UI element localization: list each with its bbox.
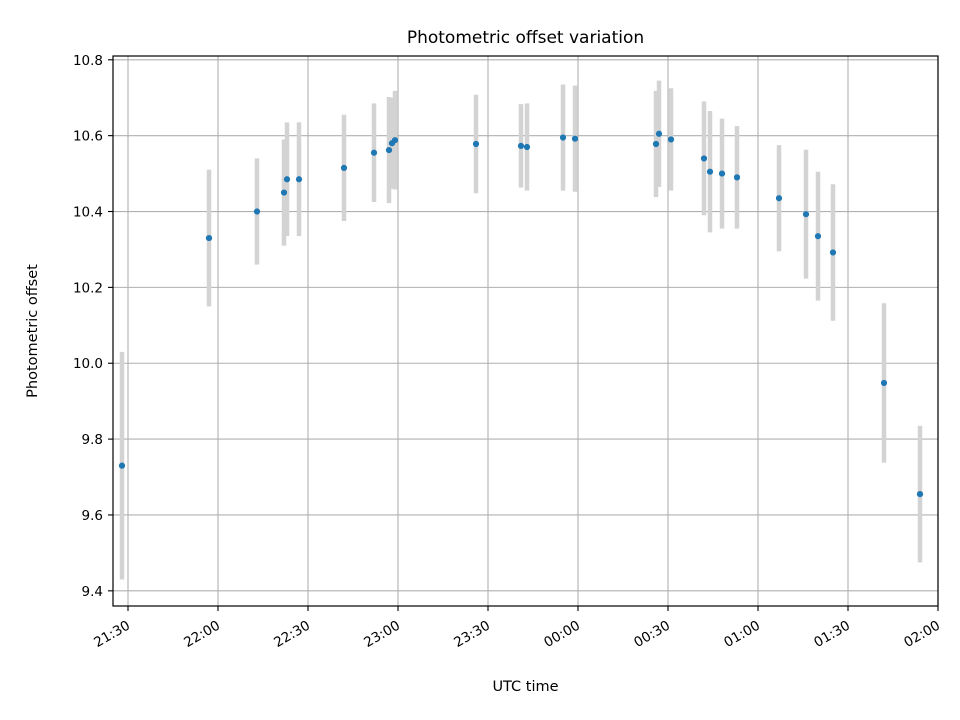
data-point: [283, 176, 291, 183]
data-point: [667, 136, 675, 143]
y-tick-label: 10.8: [73, 53, 103, 69]
data-point: [700, 155, 708, 162]
data-point: [655, 130, 663, 137]
data-point: [253, 208, 261, 215]
data-point: [370, 149, 378, 156]
plot-area-frame: [112, 55, 939, 607]
data-point: [802, 211, 810, 218]
data-point: [391, 137, 399, 144]
y-tick-label: 10.2: [73, 280, 103, 296]
y-tick-label: 9.8: [82, 432, 103, 448]
data-point: [880, 379, 888, 387]
data-point: [340, 164, 348, 171]
data-point: [718, 170, 726, 177]
data-point: [814, 233, 822, 240]
data-point: [652, 140, 660, 148]
data-point: [118, 462, 126, 469]
data-point: [559, 134, 567, 141]
y-axis-title: Photometric offset: [25, 264, 41, 398]
data-point: [385, 146, 393, 154]
data-point: [295, 176, 303, 183]
data-point: [706, 168, 714, 175]
data-points: [118, 130, 924, 498]
data-point: [829, 249, 837, 256]
data-point: [517, 142, 525, 149]
y-tick-label: 9.4: [82, 584, 103, 600]
y-tick-label: 10.4: [73, 205, 103, 221]
data-point: [205, 234, 213, 242]
x-axis-title: UTC time: [492, 679, 558, 695]
y-tick-label: 9.6: [82, 508, 103, 524]
data-point: [523, 143, 531, 151]
data-point: [280, 189, 288, 196]
y-tick-label: 10.6: [73, 129, 103, 145]
data-point: [916, 491, 924, 498]
data-point: [571, 135, 579, 142]
data-point: [733, 174, 741, 181]
data-point: [472, 140, 480, 148]
y-tick-label: 10.0: [73, 356, 103, 372]
data-point: [775, 195, 783, 202]
chart-title: Photometric offset variation: [407, 28, 644, 48]
